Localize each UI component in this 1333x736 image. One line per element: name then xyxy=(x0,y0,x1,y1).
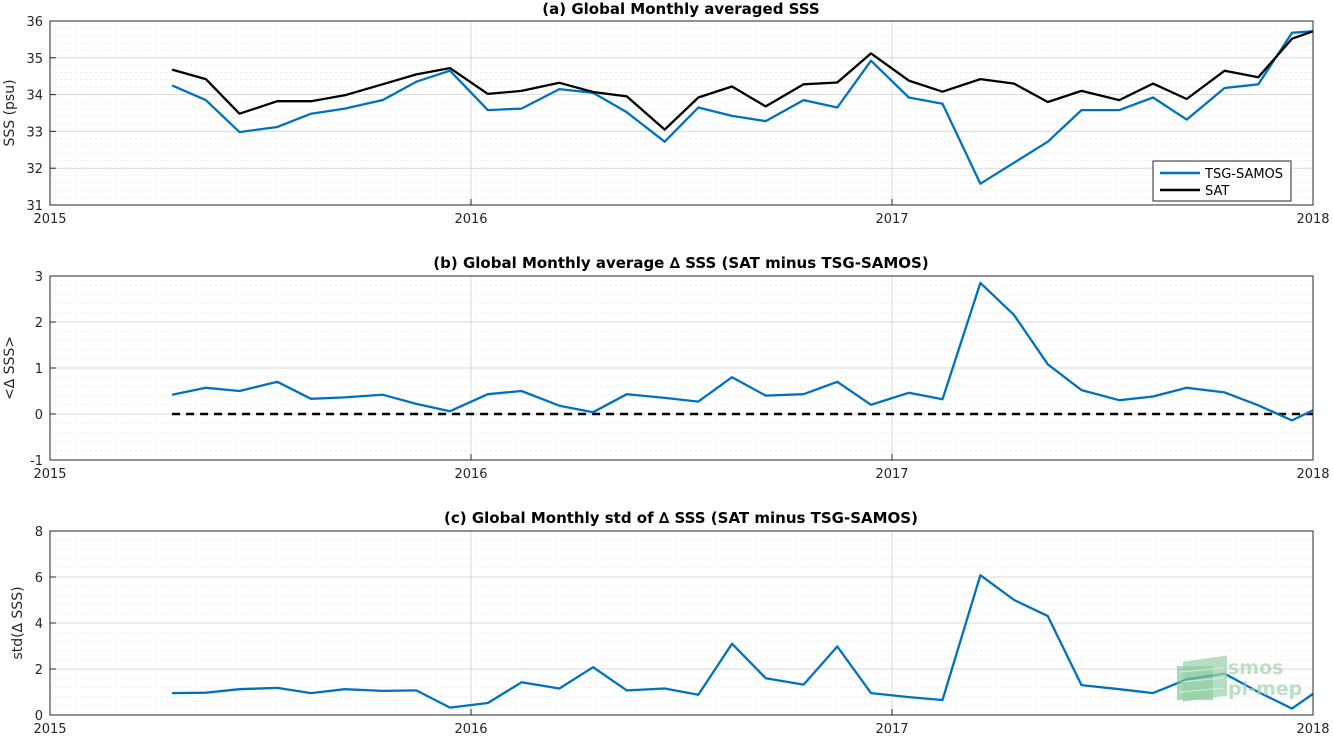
y-tick-label: 6 xyxy=(35,571,43,586)
x-tick-label: 2015 xyxy=(33,722,66,736)
y-tick-label: -1 xyxy=(30,454,43,469)
logo-text-smos: smos xyxy=(1228,657,1283,679)
x-tick-label: 2015 xyxy=(33,467,66,482)
y-tick-label: 2 xyxy=(35,663,43,678)
logo-mark-icon xyxy=(1177,655,1227,702)
legend-label-sat: SAT xyxy=(1205,184,1229,199)
x-tick-label: 2016 xyxy=(454,467,487,482)
panel-a-axes-box xyxy=(49,20,1314,206)
logo-text-pi-mep: pi-mep xyxy=(1228,678,1302,700)
x-tick-label: 2016 xyxy=(454,212,487,227)
series-line-tsg-samos-panel-a xyxy=(171,30,1314,185)
y-tick-label: 31 xyxy=(26,199,43,214)
y-tick-label: 3 xyxy=(35,270,43,285)
panel-monthly-average-delta-sss: (b) Global Monthly average ∆ SSS (SAT mi… xyxy=(2,254,1330,482)
y-tick-label: 36 xyxy=(26,15,43,30)
legend-label-tsg-samos: TSG-SAMOS xyxy=(1204,167,1283,182)
y-tick-label: 35 xyxy=(26,52,43,67)
series-line-delta-panel-c xyxy=(172,574,1314,710)
panel-monthly-std-delta-sss: (c) Global Monthly std of ∆ SSS (SAT min… xyxy=(10,509,1330,736)
smos-pi-mep-logo: smos pi-mep xyxy=(1177,655,1302,702)
x-tick-label: 2018 xyxy=(1296,212,1329,227)
y-tick-label: 8 xyxy=(35,525,43,540)
panel-c-ylabel: std(∆ SSS) xyxy=(10,586,26,659)
panel-a-ylabel: SSS (psu) xyxy=(2,79,18,146)
x-tick-label: 2016 xyxy=(454,722,487,736)
y-tick-label: 4 xyxy=(35,617,43,632)
x-tick-label: 2017 xyxy=(875,722,908,736)
x-tick-label: 2015 xyxy=(33,212,66,227)
series-line-delta-panel-b xyxy=(171,281,1314,422)
legend: TSG-SAMOS SAT xyxy=(1152,160,1292,202)
panel-global-monthly-sss: (a) Global Monthly averaged SSS SSS (psu… xyxy=(2,0,1330,227)
series-line-sat-panel-a xyxy=(171,30,1314,131)
x-tick-label: 2017 xyxy=(875,212,908,227)
y-tick-label: 2 xyxy=(35,316,43,331)
panel-b-axes-box xyxy=(49,275,1314,461)
y-tick-label: 1 xyxy=(35,362,43,377)
y-tick-label: 0 xyxy=(35,709,43,724)
panel-c-axes-box xyxy=(49,530,1314,716)
panel-c-title: (c) Global Monthly std of ∆ SSS (SAT min… xyxy=(444,509,918,527)
x-tick-label: 2018 xyxy=(1296,467,1329,482)
y-tick-label: 33 xyxy=(26,125,43,140)
y-tick-label: 34 xyxy=(26,89,43,104)
panel-a-title: (a) Global Monthly averaged SSS xyxy=(542,0,819,18)
y-tick-label: 32 xyxy=(26,162,43,177)
y-tick-label: 0 xyxy=(35,408,43,423)
panel-b-title: (b) Global Monthly average ∆ SSS (SAT mi… xyxy=(433,254,928,272)
legend-box xyxy=(1152,160,1292,202)
panel-b-ylabel: <∆ SSS> xyxy=(2,336,18,400)
x-tick-label: 2017 xyxy=(875,467,908,482)
x-tick-label: 2018 xyxy=(1296,722,1329,736)
